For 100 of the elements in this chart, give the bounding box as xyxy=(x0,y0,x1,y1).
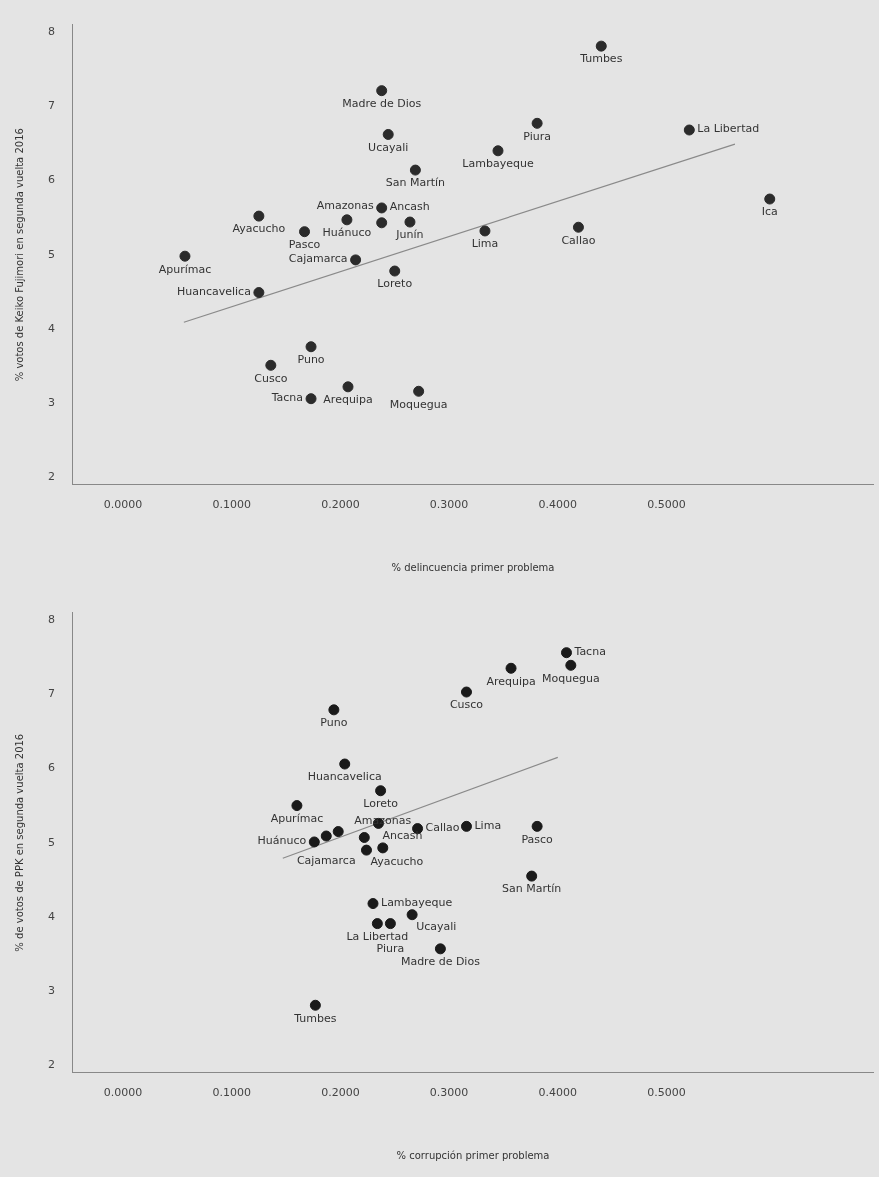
annotation: Callao xyxy=(561,233,596,247)
annotation: Cusco xyxy=(449,698,484,712)
point xyxy=(299,226,311,238)
annotation: Huánuco xyxy=(322,226,372,240)
y-tick-label: 6 xyxy=(48,761,55,775)
annotation: Lima xyxy=(474,818,502,832)
y-tick-label: 5 xyxy=(48,835,55,849)
annotation: Piura xyxy=(376,941,405,955)
annotation: Arequipa xyxy=(486,674,536,688)
annotation: Arequipa xyxy=(323,393,373,407)
point xyxy=(479,225,491,237)
point xyxy=(253,210,265,222)
x-tick-label: 0.3000 xyxy=(429,1086,469,1100)
point xyxy=(560,647,572,659)
point xyxy=(572,221,584,233)
y-axis-title: % votos de Keiko Fujimori en segunda vuelta 2016 xyxy=(13,128,25,382)
point xyxy=(595,40,607,52)
point xyxy=(309,999,321,1011)
x-tick-label: 0.0000 xyxy=(103,1086,143,1100)
annotation: Loreto xyxy=(363,797,399,811)
annotation: Lambayeque xyxy=(381,895,453,909)
annotation: Madre de Dios xyxy=(400,955,481,969)
y-tick-label: 8 xyxy=(48,612,55,626)
point xyxy=(341,214,353,226)
point xyxy=(389,265,401,277)
annotation: Tacna xyxy=(573,645,606,659)
annotation: Moquegua xyxy=(389,397,448,411)
point xyxy=(413,385,425,397)
point xyxy=(367,898,379,910)
point xyxy=(376,202,388,214)
point xyxy=(358,832,370,843)
point xyxy=(291,800,303,812)
annotation: Piura xyxy=(523,129,551,143)
point xyxy=(406,909,418,921)
annotation: Junín xyxy=(395,228,424,242)
annotation: Huánuco xyxy=(257,834,307,848)
point xyxy=(376,217,388,229)
point xyxy=(434,943,446,955)
point xyxy=(382,128,394,140)
point xyxy=(265,359,277,371)
point xyxy=(460,686,472,698)
annotation: Apurímac xyxy=(270,811,324,825)
y-tick-label: 2 xyxy=(48,1058,55,1072)
x-tick-label: 0.5000 xyxy=(647,498,686,512)
x-axis-title: % corrupción primer problema xyxy=(396,1149,550,1161)
point xyxy=(328,704,340,716)
annotation: Tumbes xyxy=(293,1011,337,1025)
point xyxy=(371,918,383,930)
x-axis-title: % delincuencia primer problema xyxy=(391,561,555,573)
point xyxy=(360,844,372,856)
x-tick-label: 0.0000 xyxy=(103,498,143,512)
annotation: Lima xyxy=(471,237,499,251)
y-tick-label: 7 xyxy=(48,687,55,701)
point xyxy=(460,820,472,832)
annotation: Tumbes xyxy=(579,52,623,66)
annotation: Ucayali xyxy=(416,920,457,934)
point xyxy=(320,830,332,842)
point xyxy=(305,393,317,405)
annotation: Huancavelica xyxy=(307,770,382,784)
x-tick-label: 0.4000 xyxy=(538,498,578,512)
y-tick-label: 3 xyxy=(48,396,55,410)
annotation: Moquegua xyxy=(542,671,600,685)
annotation: Ica xyxy=(761,205,778,219)
point xyxy=(764,193,776,205)
point xyxy=(350,254,362,266)
y-tick-label: 5 xyxy=(48,247,55,261)
point xyxy=(342,381,354,393)
annotation: Puno xyxy=(320,716,348,730)
annotation: Ucayali xyxy=(368,140,409,154)
x-tick-label: 0.5000 xyxy=(647,1086,686,1100)
annotation: Amazonas xyxy=(316,199,374,213)
annotation: Pasco xyxy=(521,832,554,846)
point xyxy=(565,659,577,671)
annotation: Pasco xyxy=(288,238,321,252)
annotation: San Martín xyxy=(385,176,446,190)
y-tick-label: 2 xyxy=(48,470,55,484)
point xyxy=(253,287,265,299)
annotation: Ancash xyxy=(389,200,430,214)
point xyxy=(404,216,416,228)
x-tick-label: 0.2000 xyxy=(321,1086,360,1100)
x-tick-label: 0.2000 xyxy=(321,498,360,512)
point xyxy=(377,842,389,854)
y-tick-label: 4 xyxy=(48,321,55,335)
x-tick-label: 0.4000 xyxy=(538,1086,578,1100)
x-tick-label: 0.3000 xyxy=(429,498,469,512)
point xyxy=(179,250,191,262)
annotation: Cajamarca xyxy=(296,854,356,868)
annotation: Apurímac xyxy=(158,262,212,276)
annotation: San Martín xyxy=(502,882,562,896)
annotation: Tacna xyxy=(270,391,304,405)
y-tick-label: 6 xyxy=(48,173,55,187)
point xyxy=(375,785,387,797)
x-tick-label: 0.1000 xyxy=(212,1086,251,1100)
point xyxy=(526,870,538,882)
annotation: Ayacucho xyxy=(232,222,286,236)
point xyxy=(305,341,317,353)
point xyxy=(492,145,504,157)
y-tick-label: 8 xyxy=(48,24,55,38)
point xyxy=(308,836,320,848)
y-tick-label: 3 xyxy=(48,984,55,998)
